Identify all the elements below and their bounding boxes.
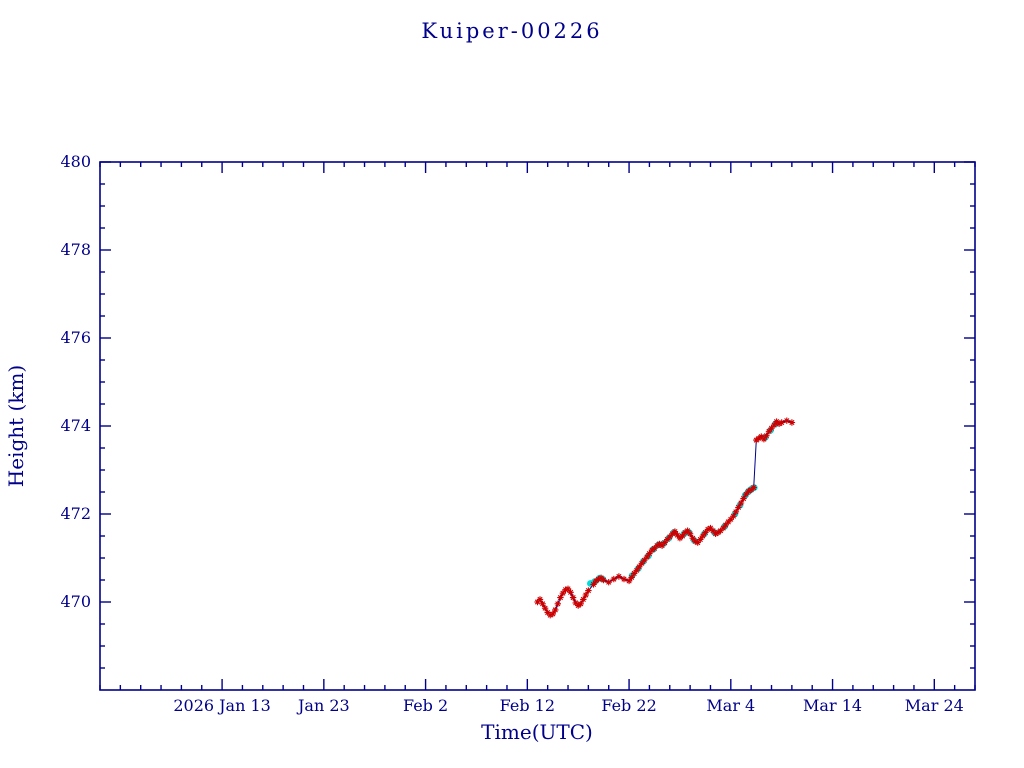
svg-text:Feb 22: Feb 22 (601, 696, 656, 715)
observed-point-markers (534, 417, 796, 619)
svg-text:474: 474 (60, 416, 91, 435)
svg-text:476: 476 (60, 328, 91, 347)
axis-frame (99, 161, 976, 691)
chart-title: Kuiper-00226 (421, 19, 603, 43)
svg-text:480: 480 (60, 152, 91, 171)
svg-text:478: 478 (60, 240, 91, 259)
svg-text:2026 Jan 13: 2026 Jan 13 (173, 696, 271, 715)
svg-text:Mar 14: Mar 14 (803, 696, 862, 715)
series-tracked-height (587, 420, 779, 587)
svg-text:Mar 24: Mar 24 (905, 696, 964, 715)
svg-text:Feb 2: Feb 2 (403, 696, 448, 715)
series-observed-height (534, 417, 796, 619)
svg-text:Feb 12: Feb 12 (500, 696, 555, 715)
x-axis-ticks (99, 162, 976, 690)
x-axis-label: Time(UTC) (481, 720, 593, 744)
svg-text:Mar 4: Mar 4 (706, 696, 755, 715)
y-axis-ticks (100, 161, 975, 669)
svg-text:470: 470 (60, 592, 91, 611)
y-axis-tick-labels: 470 472 474 476 478 480 (60, 152, 91, 611)
svg-text:Jan 23: Jan 23 (296, 696, 350, 715)
x-axis-tick-labels: 2026 Jan 13 Jan 23 Feb 2 Feb 12 Feb 22 Mar 4 M… (173, 696, 963, 715)
svg-text:472: 472 (60, 504, 91, 523)
